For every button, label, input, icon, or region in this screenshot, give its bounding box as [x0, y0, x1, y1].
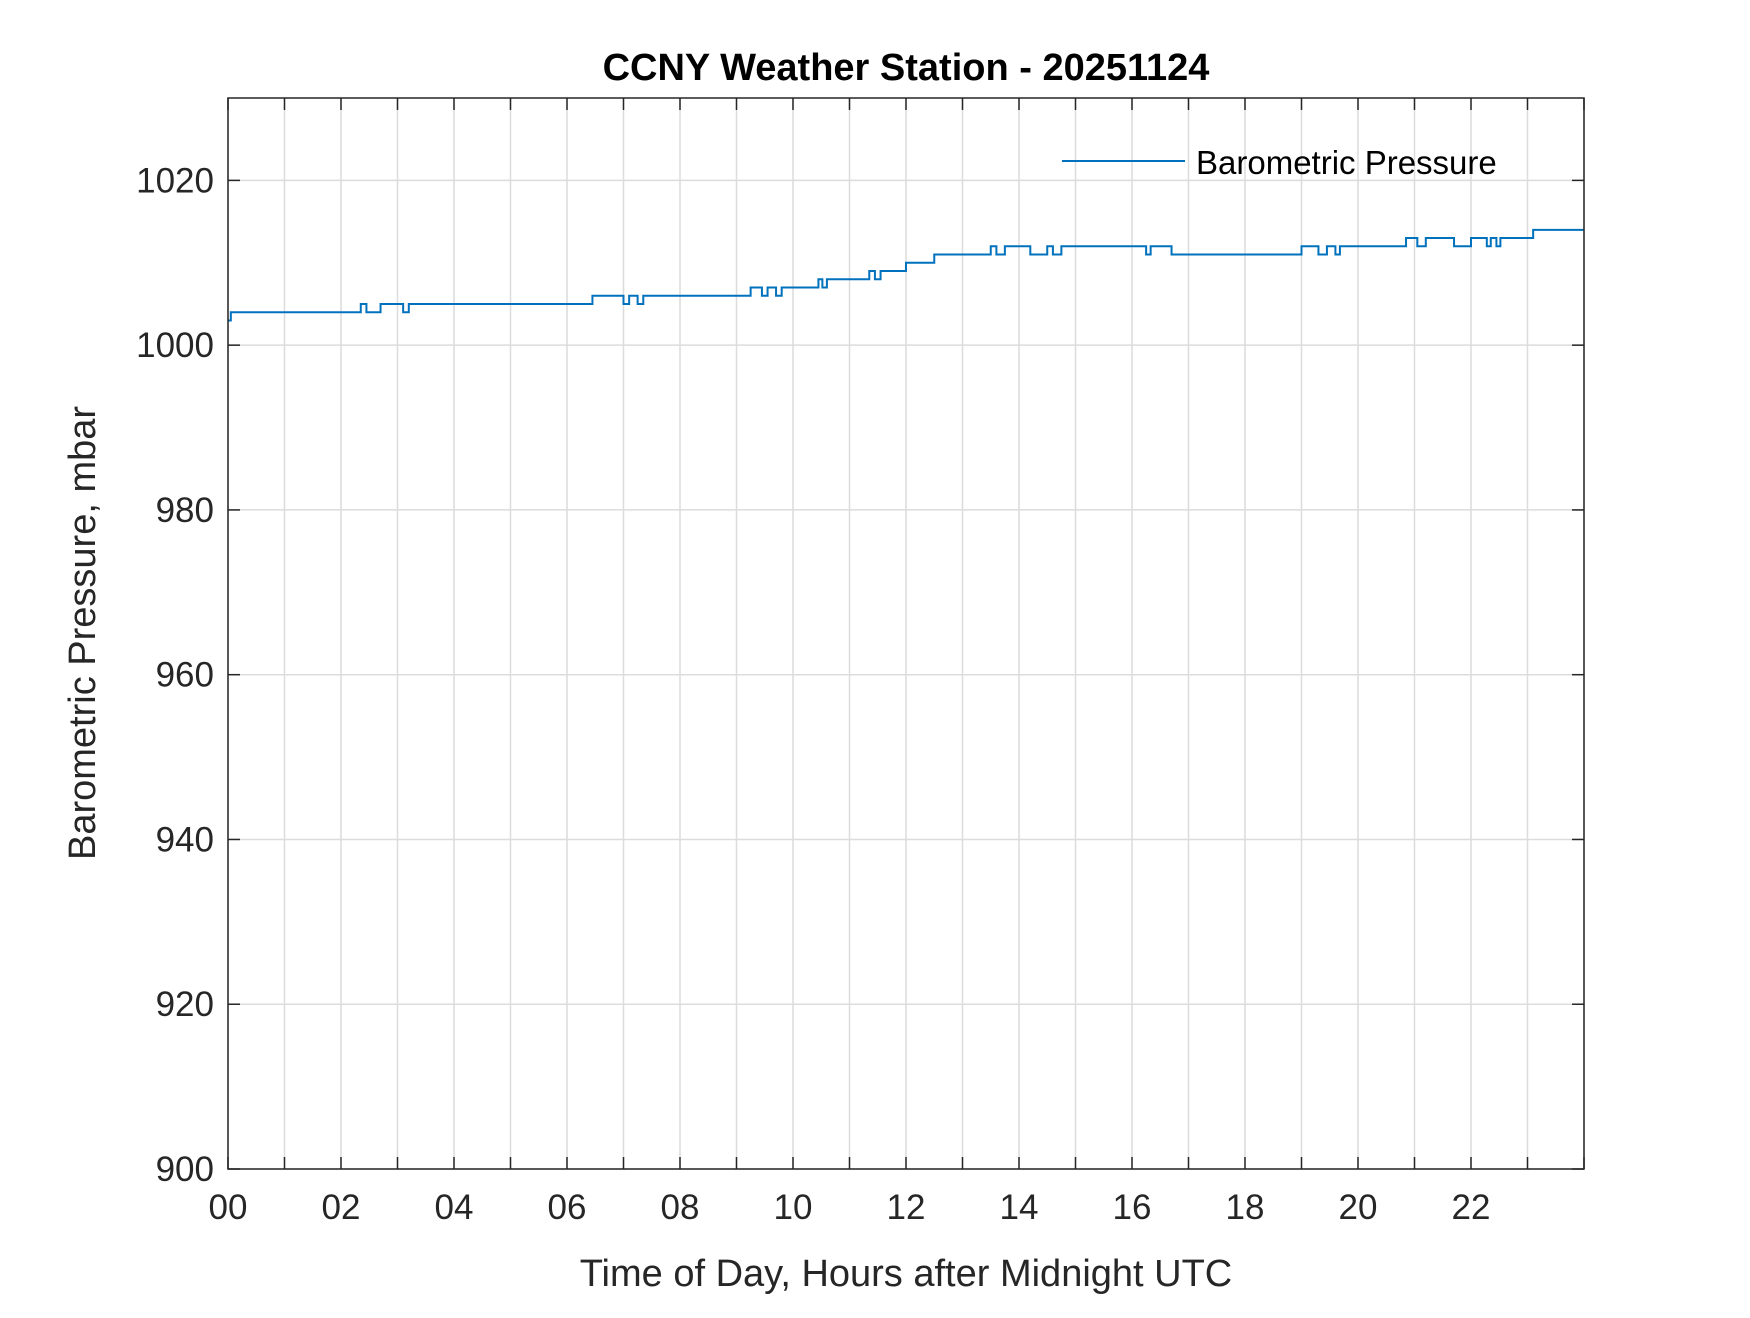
tick-labels: 00 02 04 06 08 10 12 14 16 18 20 22 900 920 940 960 980 1…: [136, 161, 1490, 1227]
x-tick-label: 22: [1452, 1188, 1491, 1227]
legend-label: Barometric Pressure: [1196, 144, 1497, 181]
tick-marks: [227, 98, 1585, 1170]
grid-lines: [227, 98, 1585, 1170]
x-tick-label: 20: [1339, 1188, 1378, 1227]
chart-title: CCNY Weather Station - 20251124: [603, 47, 1210, 89]
x-tick-label: 16: [1113, 1188, 1152, 1227]
y-axis-label: Barometric Pressure, mbar: [62, 406, 104, 860]
x-tick-label: 10: [774, 1188, 813, 1227]
x-tick-label: 00: [209, 1188, 248, 1227]
x-tick-label: 14: [1000, 1188, 1039, 1227]
x-tick-label: 06: [548, 1188, 587, 1227]
y-tick-label: 1000: [136, 326, 214, 365]
x-tick-label: 18: [1226, 1188, 1265, 1227]
y-tick-label: 980: [156, 491, 214, 530]
x-tick-label: 12: [887, 1188, 926, 1227]
y-tick-label: 960: [156, 656, 214, 695]
x-tick-label: 08: [661, 1188, 700, 1227]
y-tick-label: 920: [156, 985, 214, 1024]
series-layer: [228, 228, 1584, 322]
x-tick-label: 04: [435, 1188, 474, 1227]
legend[interactable]: Barometric Pressure: [1062, 144, 1497, 181]
y-tick-label: 1020: [136, 161, 214, 200]
y-tick-label: 900: [156, 1150, 214, 1189]
x-tick-label: 02: [322, 1188, 361, 1227]
y-tick-label: 940: [156, 820, 214, 859]
pressure-series-line: [228, 228, 1584, 322]
x-axis-label: Time of Day, Hours after Midnight UTC: [580, 1253, 1233, 1295]
